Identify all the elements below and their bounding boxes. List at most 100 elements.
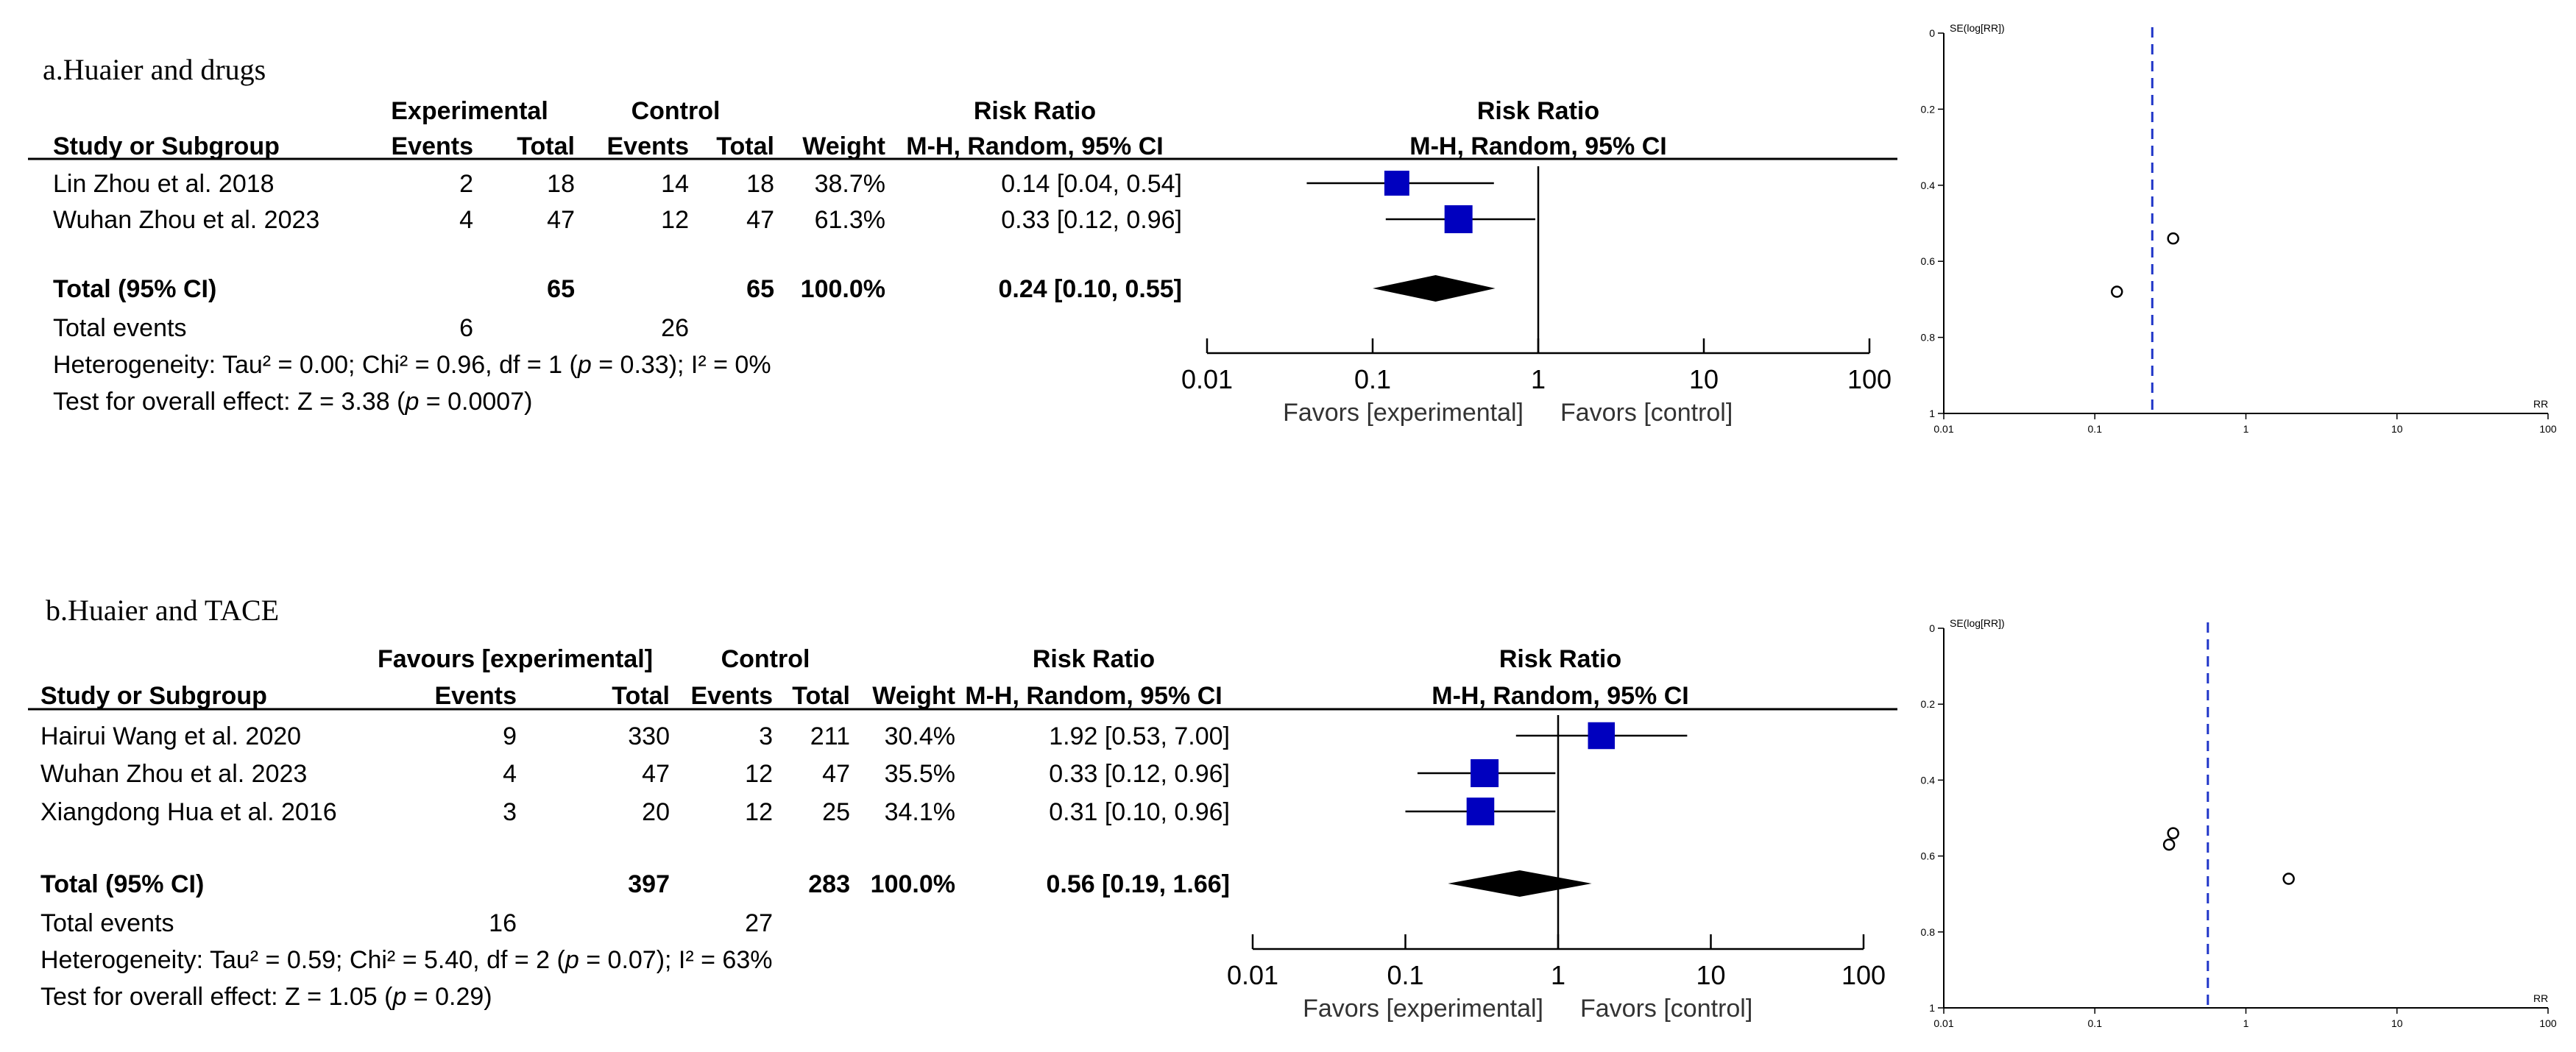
forest-x-tick-label: 100 xyxy=(1841,960,1886,990)
ctrl-events: 12 xyxy=(661,206,689,234)
funnel-x-tick-label: 0.01 xyxy=(1933,1017,1953,1029)
forest-x-tick-label: 1 xyxy=(1551,960,1565,990)
forest-x-tick-label: 10 xyxy=(1689,364,1719,394)
funnel-y-label: SE(log[RR]) xyxy=(1950,617,2005,629)
funnel-x-tick-label: 1 xyxy=(2243,1017,2249,1029)
group-header-control: Control xyxy=(721,645,810,673)
weight-value: 35.5% xyxy=(885,760,955,788)
weight-value: 30.4% xyxy=(885,722,955,750)
ctrl-total: 18 xyxy=(746,170,774,198)
funnel-x-tick-label: 1 xyxy=(2243,423,2249,435)
weight-value: 38.7% xyxy=(815,170,885,198)
study-name: Lin Zhou et al. 2018 xyxy=(53,170,275,198)
study-marker xyxy=(1466,797,1495,825)
heterogeneity-text: Heterogeneity: Tau² = 0.00; Chi² = 0.96,… xyxy=(53,351,771,379)
total-events-label: Total events xyxy=(53,314,186,342)
ctrl-total: 211 xyxy=(810,722,850,750)
funnel-y-label: SE(log[RR]) xyxy=(1950,22,2005,34)
total-weight: 100.0% xyxy=(801,275,885,303)
funnel-x-label: RR xyxy=(2533,992,2548,1004)
funnel-y-tick-label: 0.8 xyxy=(1921,926,1936,938)
heterogeneity-text: Heterogeneity: Tau² = 0.59; Chi² = 5.40,… xyxy=(40,946,772,974)
header-ctrl-total: Total xyxy=(792,682,850,710)
plot-header-method: M-H, Random, 95% CI xyxy=(1409,132,1666,160)
favors-experimental-label: Favors [experimental] xyxy=(1283,399,1524,427)
study-marker xyxy=(1384,171,1409,196)
header-study: Study or Subgroup xyxy=(40,682,267,710)
funnel-x-tick-label: 0.1 xyxy=(2088,423,2103,435)
header-method: M-H, Random, 95% CI xyxy=(965,682,1222,710)
group-header-experimental: Experimental xyxy=(391,97,548,125)
overall-effect-text: Test for overall effect: Z = 1.05 (p = 0… xyxy=(40,983,492,1011)
funnel-x-tick-label: 0.01 xyxy=(1933,423,1953,435)
header-method: M-H, Random, 95% CI xyxy=(906,132,1163,160)
pooled-diamond xyxy=(1448,870,1592,897)
funnel-study-point xyxy=(2167,827,2179,839)
header-exp-events: Events xyxy=(392,132,474,160)
exp-total: 47 xyxy=(642,760,670,788)
forest-x-tick-label: 10 xyxy=(1696,960,1725,990)
forest-x-tick-label: 0.01 xyxy=(1181,364,1233,394)
ci-text: 0.14 [0.04, 0.54] xyxy=(1001,170,1182,198)
forest-x-tick-label: 1 xyxy=(1531,364,1546,394)
funnel-y-tick-label: 0.6 xyxy=(1921,850,1936,862)
favors-experimental-label: Favors [experimental] xyxy=(1303,995,1543,1023)
header-exp-events: Events xyxy=(435,682,517,710)
funnel-y-tick-label: 0.2 xyxy=(1921,698,1936,710)
group-header-experimental: Favours [experimental] xyxy=(378,645,653,673)
ctrl-events: 14 xyxy=(661,170,689,198)
ctrl-events: 3 xyxy=(759,722,773,750)
header-weight: Weight xyxy=(872,682,955,710)
total-events-exp: 6 xyxy=(459,314,473,342)
total-events-label: Total events xyxy=(40,909,174,937)
funnel-x-label: RR xyxy=(2533,398,2548,410)
exp-total: 20 xyxy=(642,798,670,826)
study-name: Xiangdong Hua et al. 2016 xyxy=(40,798,337,826)
funnel-y-tick-label: 0.4 xyxy=(1921,180,1936,191)
ci-text: 0.31 [0.10, 0.96] xyxy=(1049,798,1230,826)
funnel-y-tick-label: 0 xyxy=(1929,622,1935,634)
forest-x-tick-label: 0.01 xyxy=(1227,960,1278,990)
study-name: Wuhan Zhou et al. 2023 xyxy=(40,760,307,788)
forest-x-tick-label: 100 xyxy=(1847,364,1892,394)
funnel-x-tick-label: 10 xyxy=(2391,1017,2403,1029)
ctrl-events: 12 xyxy=(745,760,773,788)
weight-value: 61.3% xyxy=(815,206,885,234)
exp-events: 2 xyxy=(459,170,473,198)
header-exp-total: Total xyxy=(612,682,670,710)
panel-title: a.Huaier and drugs xyxy=(43,53,266,86)
ci-text: 0.33 [0.12, 0.96] xyxy=(1049,760,1230,788)
funnel-y-tick-label: 0.4 xyxy=(1921,774,1936,786)
ci-text: 0.33 [0.12, 0.96] xyxy=(1001,206,1182,234)
header-ctrl-events: Events xyxy=(691,682,774,710)
exp-events: 3 xyxy=(503,798,517,826)
header-ctrl-total: Total xyxy=(716,132,774,160)
pooled-diamond xyxy=(1373,275,1496,302)
plot-header-method: M-H, Random, 95% CI xyxy=(1432,682,1688,710)
total-events-ctrl: 27 xyxy=(745,909,773,937)
exp-total: 47 xyxy=(547,206,575,234)
total-ci: 0.24 [0.10, 0.55] xyxy=(998,275,1182,303)
weight-value: 34.1% xyxy=(885,798,955,826)
funnel-y-tick-label: 0.2 xyxy=(1921,103,1936,115)
funnel-x-tick-label: 10 xyxy=(2391,423,2403,435)
funnel-study-point xyxy=(2162,838,2176,851)
total-label: Total (95% CI) xyxy=(40,870,204,898)
funnel-y-tick-label: 0.8 xyxy=(1921,332,1936,344)
favors-control-label: Favors [control] xyxy=(1580,995,1752,1023)
header-risk-ratio: Risk Ratio xyxy=(974,97,1096,125)
header-weight: Weight xyxy=(802,132,885,160)
total-ctrl: 65 xyxy=(746,275,774,303)
total-ctrl: 283 xyxy=(808,870,850,898)
total-weight: 100.0% xyxy=(871,870,955,898)
header-risk-ratio: Risk Ratio xyxy=(1033,645,1155,673)
study-marker xyxy=(1444,205,1473,233)
exp-events: 4 xyxy=(459,206,473,234)
funnel-x-tick-label: 100 xyxy=(2539,1017,2557,1029)
total-events-ctrl: 26 xyxy=(661,314,689,342)
funnel-study-point xyxy=(2167,232,2179,245)
total-exp: 65 xyxy=(547,275,575,303)
funnel-y-tick-label: 1 xyxy=(1929,1002,1935,1014)
total-exp: 397 xyxy=(628,870,670,898)
